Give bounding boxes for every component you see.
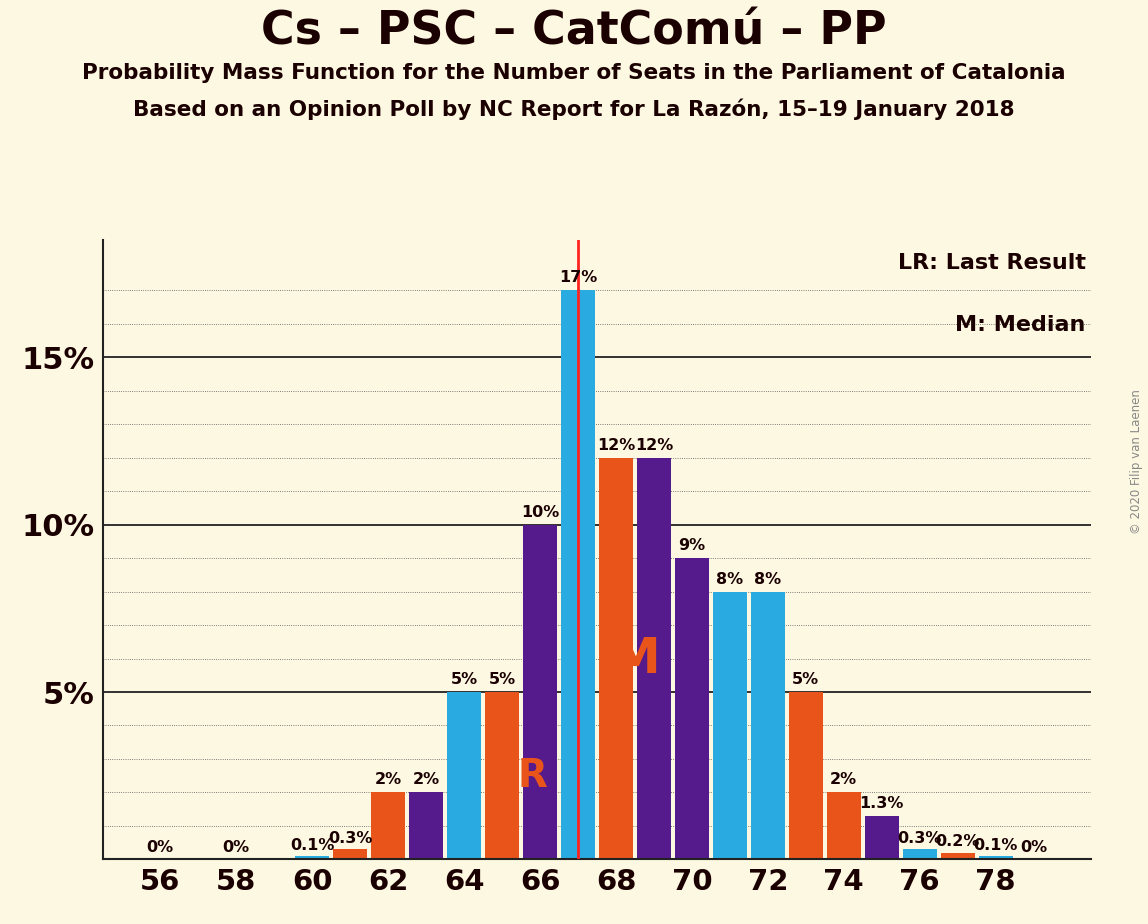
Text: 0.3%: 0.3% <box>898 831 941 846</box>
Bar <box>447 692 481 859</box>
Text: 5%: 5% <box>450 672 478 687</box>
Text: 2%: 2% <box>412 772 440 787</box>
Bar <box>713 591 747 859</box>
Bar <box>1016 857 1050 859</box>
Bar <box>599 457 633 859</box>
Text: LR: LR <box>494 757 549 795</box>
Bar <box>637 457 670 859</box>
Text: Based on an Opinion Poll by NC Report for La Razón, 15–19 January 2018: Based on an Opinion Poll by NC Report fo… <box>133 99 1015 120</box>
Text: Probability Mass Function for the Number of Seats in the Parliament of Catalonia: Probability Mass Function for the Number… <box>83 63 1065 83</box>
Bar <box>675 558 709 859</box>
Text: Cs – PSC – CatComú – PP: Cs – PSC – CatComú – PP <box>262 9 886 55</box>
Bar <box>371 793 405 859</box>
Text: 12%: 12% <box>635 438 673 453</box>
Text: LR: Last Result: LR: Last Result <box>898 252 1086 273</box>
Bar <box>484 692 519 859</box>
Bar <box>333 849 367 859</box>
Text: 9%: 9% <box>678 538 706 553</box>
Text: M: M <box>610 635 660 683</box>
Text: M: Median: M: Median <box>955 314 1086 334</box>
Text: 8%: 8% <box>716 572 744 587</box>
Bar <box>978 856 1013 859</box>
Text: 0%: 0% <box>223 840 250 855</box>
Bar <box>409 793 443 859</box>
Text: 5%: 5% <box>792 672 820 687</box>
Bar <box>827 793 861 859</box>
Bar <box>144 857 177 859</box>
Text: 0.2%: 0.2% <box>936 834 980 849</box>
Bar <box>219 857 254 859</box>
Text: 2%: 2% <box>830 772 858 787</box>
Bar <box>257 857 292 859</box>
Text: © 2020 Filip van Laenen: © 2020 Filip van Laenen <box>1130 390 1143 534</box>
Text: 0%: 0% <box>147 840 173 855</box>
Bar <box>561 290 595 859</box>
Bar <box>902 849 937 859</box>
Text: 0.1%: 0.1% <box>974 838 1018 853</box>
Bar <box>751 591 785 859</box>
Text: 0%: 0% <box>1021 840 1047 855</box>
Text: 2%: 2% <box>374 772 402 787</box>
Bar <box>523 525 557 859</box>
Text: 10%: 10% <box>521 505 559 519</box>
Bar <box>940 853 975 859</box>
Bar <box>864 816 899 859</box>
Text: 12%: 12% <box>597 438 635 453</box>
Text: 17%: 17% <box>559 271 597 286</box>
Text: 1.3%: 1.3% <box>860 796 903 810</box>
Text: 0.1%: 0.1% <box>290 838 334 853</box>
Text: 0.3%: 0.3% <box>328 831 372 846</box>
Bar <box>295 856 329 859</box>
Text: 5%: 5% <box>488 672 515 687</box>
Text: 8%: 8% <box>754 572 782 587</box>
Bar <box>789 692 823 859</box>
